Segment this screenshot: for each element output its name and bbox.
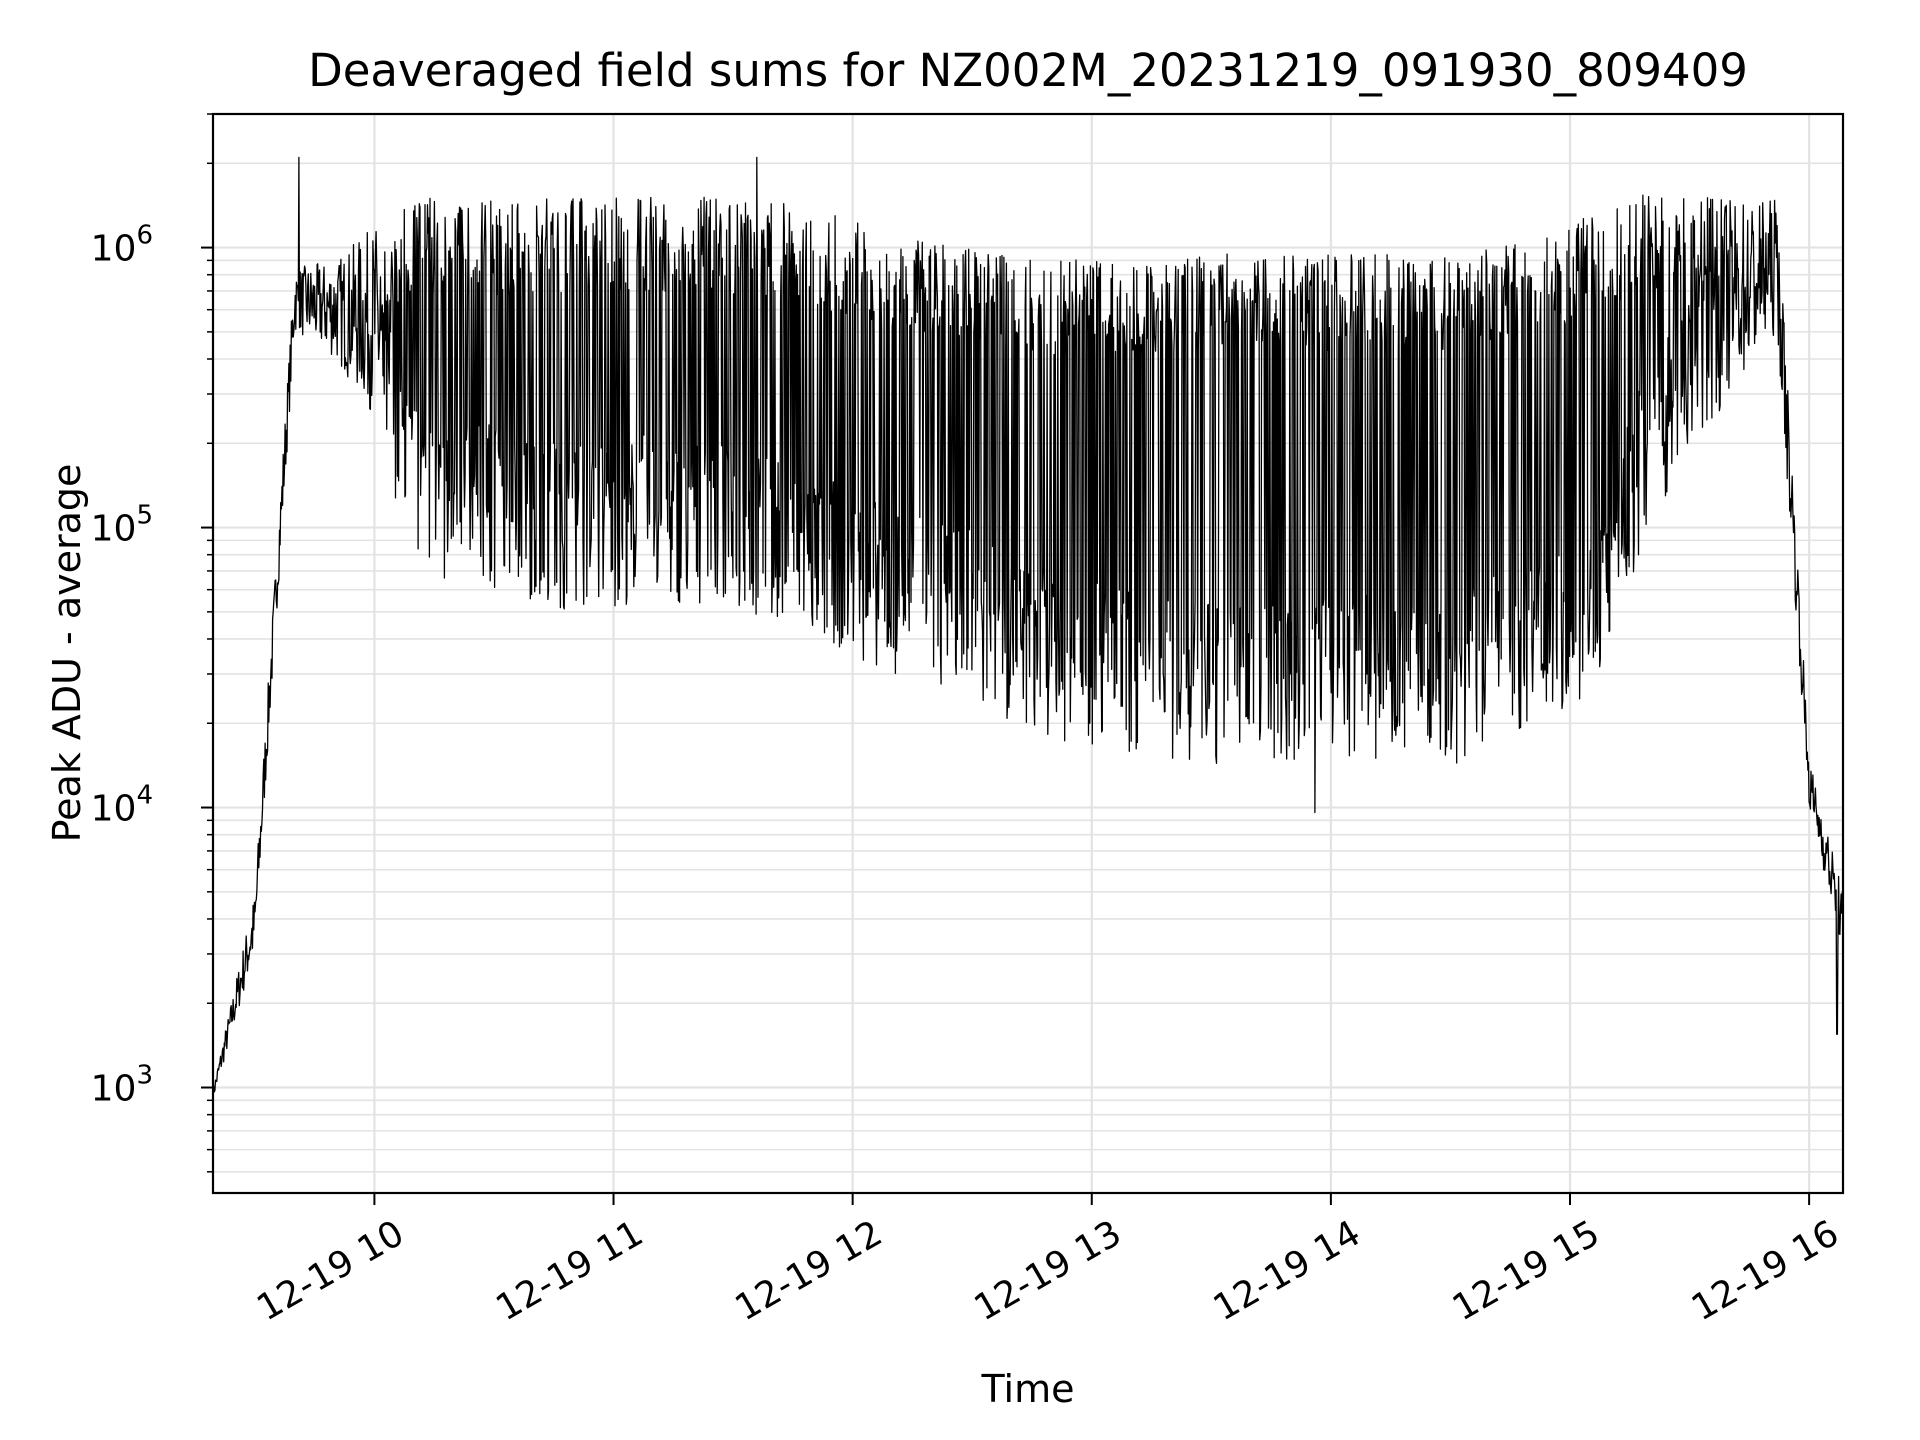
chart-title: Deaveraged field sums for NZ002M_2023121… <box>308 44 1748 97</box>
series-line <box>213 156 1843 1101</box>
plot-frame <box>211 112 1845 1195</box>
series-group <box>213 156 1843 1101</box>
y-axis-label: Peak ADU - average <box>45 464 89 843</box>
y-tick-label: 103 <box>91 1061 153 1110</box>
y-tick-label: 106 <box>91 221 153 270</box>
x-axis-label: Time <box>981 1367 1075 1411</box>
y-tick-label: 104 <box>91 781 153 830</box>
y-tick-label: 105 <box>91 501 153 550</box>
